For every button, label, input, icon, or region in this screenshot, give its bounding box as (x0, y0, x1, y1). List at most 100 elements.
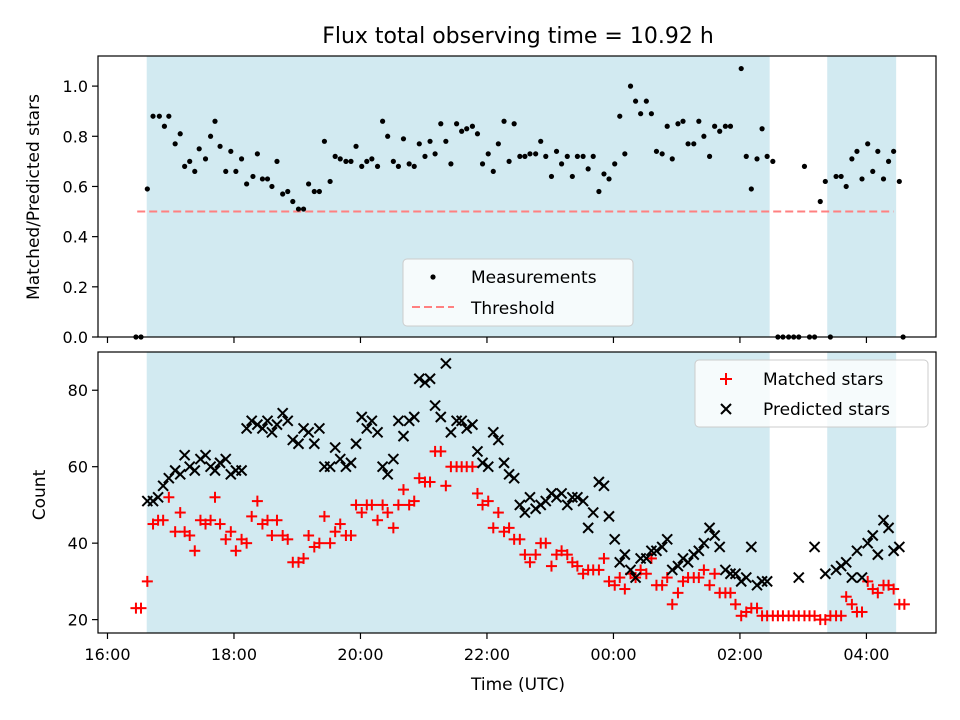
matched-point (730, 598, 742, 610)
predicted-point (476, 457, 489, 469)
predicted-point (598, 480, 610, 492)
measurement-point (244, 181, 250, 187)
y-tick-label: 0.4 (63, 228, 88, 247)
matched-point (214, 518, 226, 530)
measurement-point (822, 178, 828, 185)
predicted-point (266, 426, 278, 438)
predicted-point (199, 449, 212, 461)
measurement-point (606, 176, 612, 182)
predicted-point (498, 457, 510, 469)
predicted-point (276, 407, 289, 419)
predicted-point (540, 495, 552, 507)
matched-point (556, 545, 568, 557)
measurement-point (501, 118, 507, 124)
matched-point (609, 579, 621, 591)
predicted-point (350, 438, 362, 450)
matched-point (334, 518, 346, 530)
measurement-point (290, 198, 296, 205)
matched-point (241, 537, 253, 549)
predicted-point (524, 491, 536, 503)
measurement-point (295, 206, 302, 212)
measurement-point (691, 141, 697, 147)
matched-point (366, 499, 378, 511)
predicted-point (561, 499, 573, 511)
measurement-point (438, 121, 444, 127)
matched-point (598, 552, 610, 564)
matched-point (318, 510, 330, 522)
measurement-point (511, 121, 517, 127)
top-axes: 0.0 0.2 0.4 0.6 0.8 1.0 (63, 55, 937, 347)
bottom-y-axis-label: Count (30, 469, 50, 520)
predicted-point (861, 537, 874, 549)
measurement-point (300, 206, 307, 212)
measurement-point (643, 98, 649, 104)
measurement-point (638, 111, 644, 117)
predicted-point (713, 541, 726, 553)
predicted-point (846, 571, 858, 584)
predicted-point (356, 411, 368, 423)
predicted-point (178, 449, 191, 461)
measurement-point (161, 123, 168, 129)
measurement-point (748, 186, 754, 192)
x-tick-label: 22:00 (464, 645, 510, 664)
measurement-point (212, 118, 218, 124)
count-series (130, 357, 910, 626)
matched-point (482, 495, 494, 507)
x-tick-label: 02:00 (717, 645, 763, 664)
matched-point (571, 560, 583, 572)
measurement-point (701, 133, 707, 139)
matched-point (614, 572, 626, 584)
measurement-point (596, 188, 602, 195)
measurement-point (817, 198, 823, 205)
measurement-point (522, 153, 528, 159)
predicted-point (756, 575, 768, 588)
predicted-point (508, 472, 520, 484)
predicted-point (408, 411, 420, 423)
predicted-point (308, 438, 321, 450)
matched-point (303, 530, 315, 542)
legend-threshold-label: Threshold (470, 299, 555, 319)
measurement-point (254, 151, 260, 157)
measurement-point (172, 141, 178, 147)
predicted-point (603, 510, 615, 523)
measurement-point (369, 156, 375, 162)
measurement-point (316, 188, 322, 195)
predicted-point (424, 373, 436, 385)
measurement-point (833, 173, 839, 180)
predicted-point (624, 564, 637, 576)
matched-point (397, 484, 409, 496)
measurement-point (390, 158, 396, 164)
predicted-point (361, 422, 373, 435)
measurement-point (380, 118, 386, 124)
legend-matched-marker (720, 373, 732, 385)
matched-point (205, 514, 217, 526)
measurement-point (454, 121, 460, 127)
measurement-point (250, 173, 256, 180)
predicted-point (455, 415, 468, 427)
matched-point (888, 583, 900, 595)
predicted-point (313, 422, 326, 435)
measurement-point (306, 181, 312, 187)
predicted-point (693, 545, 705, 557)
predicted-point (376, 460, 389, 473)
predicted-point (292, 438, 305, 450)
measurement-point (601, 171, 607, 177)
top-y-axis-label: Matched/Predicted stars (24, 94, 44, 300)
predicted-point (157, 480, 169, 492)
measurement-point (485, 151, 491, 157)
matched-point (387, 522, 399, 534)
matched-point (545, 560, 557, 572)
measurement-point (653, 148, 660, 154)
predicted-point (577, 495, 589, 507)
predicted-point (672, 560, 684, 572)
measurement-point (490, 168, 496, 175)
matched-point (329, 526, 341, 538)
predicted-point (893, 541, 906, 553)
matched-point (184, 530, 196, 542)
legend-matched-label: Matched stars (763, 370, 883, 390)
matched-point (640, 568, 652, 580)
matched-point (471, 487, 483, 499)
measurement-point (675, 121, 681, 127)
matched-point (503, 522, 515, 534)
